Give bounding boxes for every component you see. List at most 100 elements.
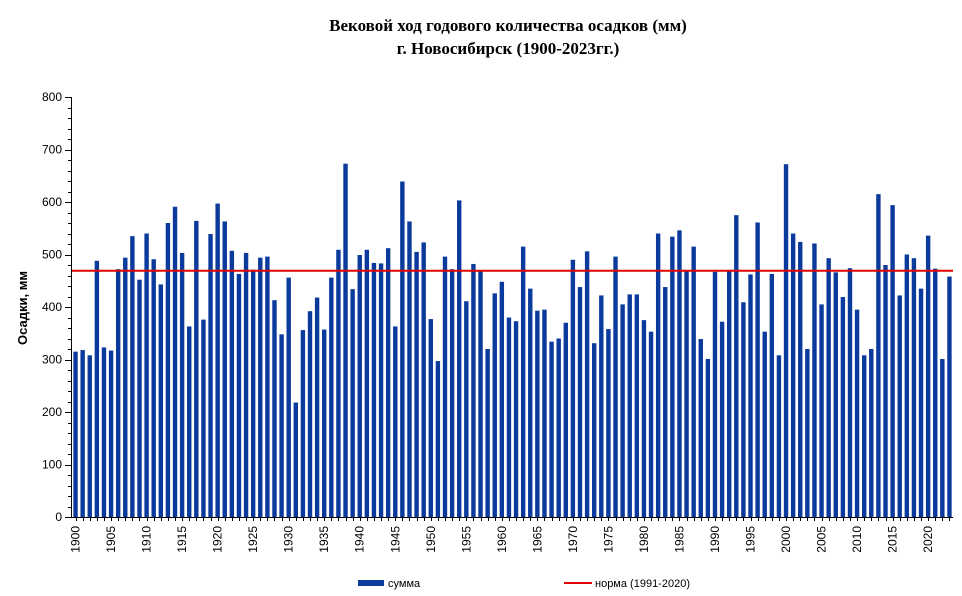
x-tick-label: 2005 [815,526,829,553]
bar-1982 [655,233,661,517]
bar-2006 [826,258,831,517]
bar-1950 [428,319,433,517]
bar-1914 [172,206,178,517]
bar-1987 [691,246,696,518]
bar-1900 [73,351,78,518]
bar-1972 [584,251,590,517]
bar-1924 [243,252,249,517]
bar-1934 [314,297,320,517]
bar-1962 [513,321,519,517]
bar-1923 [236,273,242,517]
bar-2022 [940,358,945,517]
legend: сумма норма (1991-2020) [358,578,690,590]
bar-1986 [684,270,689,517]
bar-1947 [407,221,412,517]
x-tick-label: 1910 [140,526,154,553]
x-tick-label: 1950 [424,526,438,553]
bar-1956 [471,263,476,517]
x-tick-label: 1930 [282,526,296,553]
bar-1906 [115,269,121,517]
bar-1937 [336,249,341,517]
bar-1915 [179,252,185,517]
bar-1974 [599,295,604,517]
bar-1916 [187,326,192,517]
bar-1944 [385,248,391,517]
y-axis-label: Осадки, мм [15,271,30,345]
bar-1958 [485,349,490,517]
bar-2015 [890,205,895,517]
bar-2003 [805,349,810,517]
bar-1946 [400,181,405,517]
bar-2019 [918,288,924,518]
bar-1949 [421,242,426,518]
y-tick-label: 500 [42,248,62,262]
bar-2004 [812,243,817,518]
bar-1954 [457,200,462,517]
bar-1973 [592,343,597,517]
bar-2000 [783,164,789,517]
x-tick-label: 1970 [566,526,580,553]
x-tick-label: 1975 [601,526,615,553]
bar-1963 [520,246,526,518]
bar-1905 [108,350,114,517]
bar-1960 [499,281,505,517]
bar-1953 [449,269,455,517]
bar-2010 [854,309,860,518]
bars-group [73,163,952,518]
bar-2014 [883,265,888,517]
bar-2007 [833,272,838,517]
y-tick-label: 0 [55,510,62,524]
bar-1941 [364,249,370,517]
bar-1911 [151,259,156,517]
y-tick-label: 700 [42,143,62,157]
bar-1917 [194,220,199,517]
bar-2005 [819,304,824,518]
bar-1984 [670,236,675,517]
bar-1981 [648,331,654,517]
bar-1980 [641,320,647,518]
y-tick-label: 400 [42,300,62,314]
y-tick-label: 200 [42,405,62,419]
bar-1929 [279,334,284,517]
bar-1910 [144,233,149,517]
bar-1904 [101,347,107,517]
bar-1902 [87,355,92,517]
bar-1977 [620,304,625,518]
bar-1995 [748,274,753,517]
bar-1940 [357,255,362,517]
bar-1966 [542,309,547,518]
bar-1933 [307,311,313,517]
x-tick-label: 1995 [744,526,758,553]
bar-1975 [606,329,611,517]
bar-1952 [442,256,448,517]
bar-2017 [904,254,910,517]
x-tick-label: 1980 [637,526,651,553]
bar-1908 [130,236,135,518]
x-tick-label: 2015 [886,526,900,553]
bar-1912 [158,284,164,517]
bar-1945 [393,326,398,517]
bar-1992 [727,270,732,517]
legend-swatch-sum [358,580,384,586]
bar-1970 [570,259,576,517]
bar-1931 [293,402,298,517]
bar-2016 [897,295,902,517]
bar-1991 [719,321,725,517]
bar-1978 [627,294,632,517]
x-tick-label: 1960 [495,526,509,553]
bar-1968 [556,338,561,517]
y-tick-label: 100 [42,458,62,472]
bar-2020 [925,235,931,517]
y-tick-label: 300 [42,353,62,367]
bar-1903 [94,260,100,517]
bar-1998 [769,273,775,517]
x-tick-label: 1905 [104,526,118,553]
bar-2002 [798,241,803,517]
bar-1932 [300,330,306,517]
bar-1988 [698,339,703,517]
bar-1909 [137,279,142,517]
bar-1983 [663,287,668,517]
x-tick-label: 1940 [353,526,367,553]
x-tick-label: 1985 [673,526,687,553]
bar-2018 [911,258,917,517]
